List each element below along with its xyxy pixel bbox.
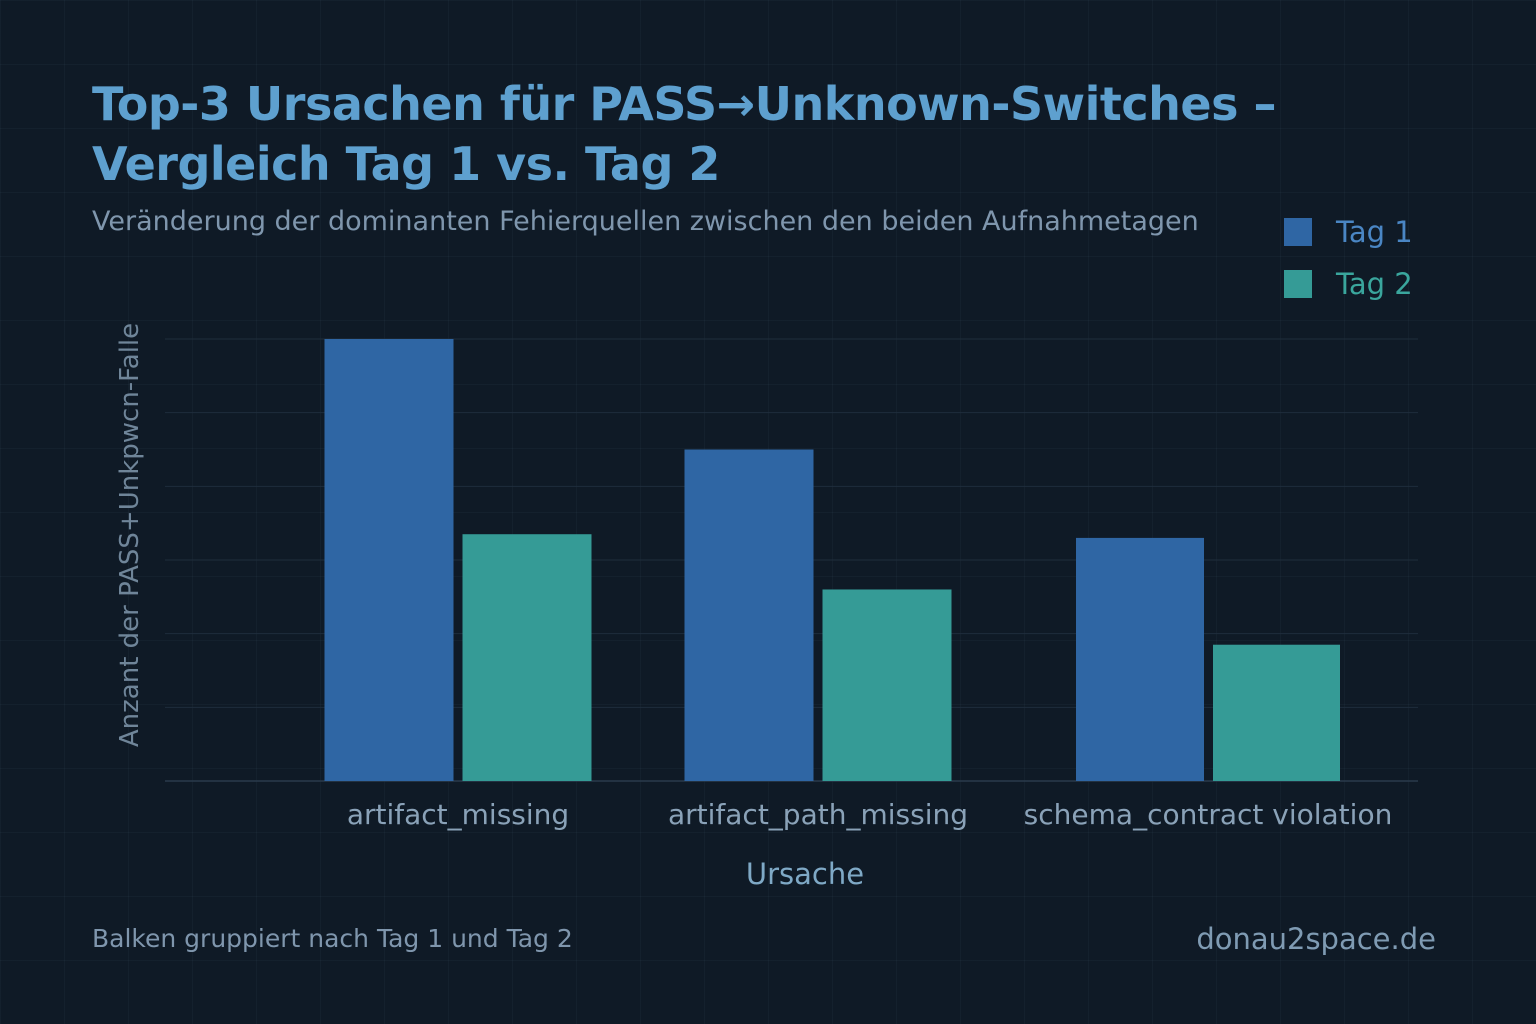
chart-title: Top-3 Ursachen für PASS→Unknown-Switches… xyxy=(92,77,1277,191)
bar-artifact_missing-tag1[interactable] xyxy=(324,339,454,781)
footnote: Balken gruppiert nach Tag 1 und Tag 2 xyxy=(92,924,573,953)
x-tick-label: artifact_path_missing xyxy=(667,798,969,831)
legend-swatch-tag2 xyxy=(1284,270,1312,298)
legend-item-tag1[interactable]: Tag 1 xyxy=(1284,206,1413,258)
bar-schema_contract violation-tag1[interactable] xyxy=(1076,537,1204,781)
legend-item-tag2[interactable]: Tag 2 xyxy=(1284,258,1413,310)
bar-artifact_missing-tag2[interactable] xyxy=(462,534,592,781)
chart-subtitle: Veränderung der dominanten Fehierquellen… xyxy=(92,206,1199,237)
legend-label-tag2: Tag 2 xyxy=(1336,267,1413,301)
legend-swatch-tag1 xyxy=(1284,218,1312,246)
bar-artifact_path_missing-tag1[interactable] xyxy=(684,449,814,782)
bar-artifact_path_missing-tag2[interactable] xyxy=(822,589,952,781)
x-tick-label: schema_contract violation xyxy=(1023,798,1393,831)
x-tick-label: artifact_missing xyxy=(346,798,570,831)
brand-link[interactable]: donau2space.de xyxy=(1196,922,1436,956)
legend: Tag 1 Tag 2 xyxy=(1284,206,1413,310)
bar-schema_contract violation-tag2[interactable] xyxy=(1213,644,1340,781)
x-axis-label: Ursache xyxy=(745,857,865,891)
legend-label-tag1: Tag 1 xyxy=(1336,215,1413,249)
